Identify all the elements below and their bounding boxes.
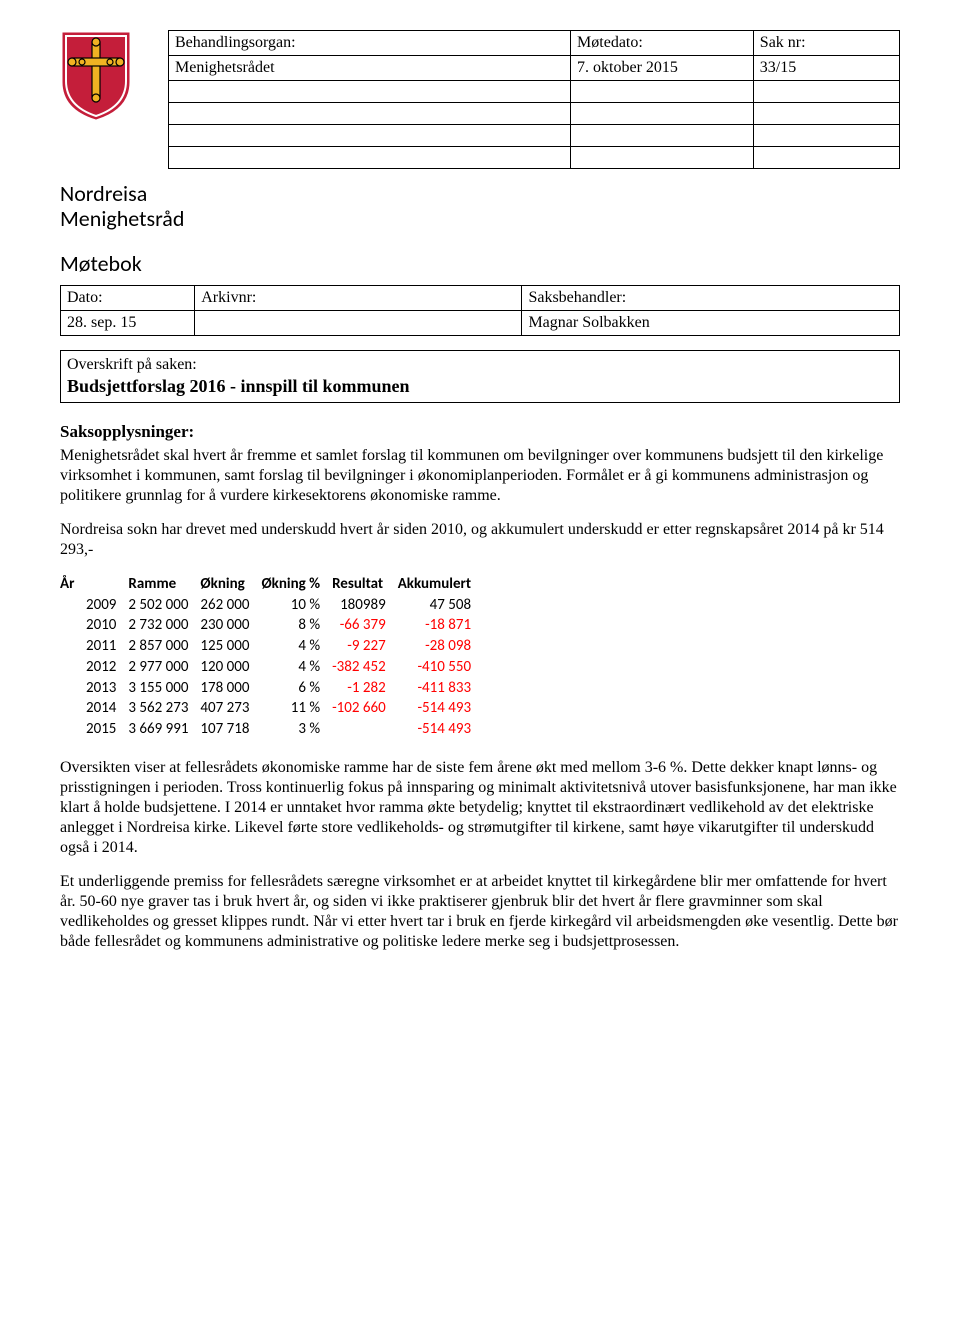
table-cell: 6 % xyxy=(259,678,330,699)
table-row: 20153 669 991107 7183 % -514 493 xyxy=(60,719,481,740)
header-cell: Møtedato: xyxy=(571,31,754,56)
table-header: Økning % xyxy=(259,574,330,595)
budget-data-table: År Ramme Økning Økning % Resultat Akkumu… xyxy=(60,574,481,740)
org-line2: Menighetsråd xyxy=(60,205,184,232)
table-cell: 2012 xyxy=(60,657,126,678)
section-heading-saksopplysninger: Saksopplysninger: xyxy=(60,421,900,442)
table-cell: 2 732 000 xyxy=(126,615,198,636)
table-cell: 2011 xyxy=(60,636,126,657)
org-title: Nordreisa Menighetsråd xyxy=(60,181,900,232)
shield-logo-icon xyxy=(60,30,132,120)
table-cell: 2013 xyxy=(60,678,126,699)
header-cell: Sak nr: xyxy=(753,31,899,56)
table-cell: -514 493 xyxy=(396,698,481,719)
table-row: 20092 502 000262 00010 %18098947 508 xyxy=(60,595,481,616)
table-cell: 107 718 xyxy=(198,719,259,740)
table-cell: -66 379 xyxy=(330,615,396,636)
table-header: Økning xyxy=(198,574,259,595)
table-cell: 2 502 000 xyxy=(126,595,198,616)
table-cell: 262 000 xyxy=(198,595,259,616)
table-cell: 2010 xyxy=(60,615,126,636)
table-row: 20143 562 273407 27311 %-102 660-514 493 xyxy=(60,698,481,719)
table-cell: 11 % xyxy=(259,698,330,719)
header-cell: 7. oktober 2015 xyxy=(571,56,754,81)
org-line1: Nordreisa xyxy=(60,180,147,207)
table-cell: 4 % xyxy=(259,657,330,678)
table-cell xyxy=(330,719,396,740)
table-cell: 230 000 xyxy=(198,615,259,636)
table-cell: -382 452 xyxy=(330,657,396,678)
table-cell: 178 000 xyxy=(198,678,259,699)
subject-table: Overskrift på saken: Budsjettforslag 201… xyxy=(60,350,900,403)
table-cell: 2015 xyxy=(60,719,126,740)
table-cell: -9 227 xyxy=(330,636,396,657)
meta-cell: 28. sep. 15 xyxy=(61,311,195,336)
table-cell: -1 282 xyxy=(330,678,396,699)
table-cell: 120 000 xyxy=(198,657,259,678)
table-cell: 125 000 xyxy=(198,636,259,657)
header-cell: 33/15 xyxy=(753,56,899,81)
table-cell: 3 562 273 xyxy=(126,698,198,719)
table-cell: 2009 xyxy=(60,595,126,616)
table-cell: 2014 xyxy=(60,698,126,719)
table-row: 20112 857 000125 0004 %-9 227-28 098 xyxy=(60,636,481,657)
table-cell: -102 660 xyxy=(330,698,396,719)
meta-cell xyxy=(195,311,522,336)
table-header: Akkumulert xyxy=(396,574,481,595)
table-cell: -514 493 xyxy=(396,719,481,740)
table-cell: -28 098 xyxy=(396,636,481,657)
meta-cell: Arkivnr: xyxy=(195,286,522,311)
table-header: Ramme xyxy=(126,574,198,595)
table-row: 20133 155 000178 0006 %-1 282-411 833 xyxy=(60,678,481,699)
table-cell: 47 508 xyxy=(396,595,481,616)
meta-cell: Dato: xyxy=(61,286,195,311)
table-header: År xyxy=(60,574,126,595)
table-cell: 3 % xyxy=(259,719,330,740)
table-cell: -410 550 xyxy=(396,657,481,678)
meta-cell: Saksbehandler: xyxy=(522,286,900,311)
paragraph: Oversikten viser at fellesrådets økonomi… xyxy=(60,758,900,858)
paragraph: Menighetsrådet skal hvert år fremme et s… xyxy=(60,446,900,506)
meta-table: Dato: Arkivnr: Saksbehandler: 28. sep. 1… xyxy=(60,285,900,336)
table-cell: 2 857 000 xyxy=(126,636,198,657)
header-cell: Behandlingsorgan: xyxy=(169,31,571,56)
table-cell: -18 871 xyxy=(396,615,481,636)
meta-cell: Magnar Solbakken xyxy=(522,311,900,336)
table-cell: 3 155 000 xyxy=(126,678,198,699)
table-cell: 8 % xyxy=(259,615,330,636)
table-cell: 407 273 xyxy=(198,698,259,719)
table-cell: 3 669 991 xyxy=(126,719,198,740)
table-cell: 180989 xyxy=(330,595,396,616)
header-cell: Menighetsrådet xyxy=(169,56,571,81)
table-cell: 4 % xyxy=(259,636,330,657)
subject-title: Budsjettforslag 2016 - innspill til komm… xyxy=(67,375,893,398)
table-cell: 2 977 000 xyxy=(126,657,198,678)
paragraph: Et underliggende premiss for fellesrådet… xyxy=(60,872,900,952)
logo xyxy=(60,30,140,126)
subject-label: Overskrift på saken: xyxy=(67,355,893,375)
table-cell: -411 833 xyxy=(396,678,481,699)
paragraph: Nordreisa sokn har drevet med underskudd… xyxy=(60,520,900,560)
table-cell: 10 % xyxy=(259,595,330,616)
table-header: Resultat xyxy=(330,574,396,595)
header-table: Behandlingsorgan: Møtedato: Sak nr: Meni… xyxy=(168,30,900,169)
motebok-title: Møtebok xyxy=(60,250,900,278)
table-row: 20122 977 000120 0004 %-382 452-410 550 xyxy=(60,657,481,678)
table-row: 20102 732 000230 0008 %-66 379-18 871 xyxy=(60,615,481,636)
